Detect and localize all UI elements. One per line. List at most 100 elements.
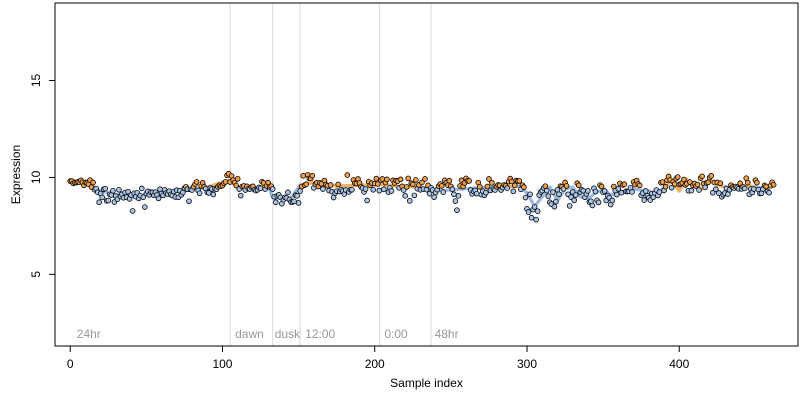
data-point-303 <box>528 214 535 221</box>
data-point-427 <box>717 180 724 187</box>
data-point-226 <box>411 192 418 199</box>
data-point-291 <box>510 188 517 195</box>
data-point-225 <box>409 181 416 188</box>
data-point-459 <box>766 189 772 196</box>
data-point-387 <box>656 189 663 195</box>
data-point-351 <box>601 188 608 194</box>
data-point-345 <box>592 188 599 195</box>
data-point-318 <box>551 203 558 210</box>
data-point-391 <box>662 183 669 190</box>
data-point-222 <box>405 175 412 182</box>
data-point-378 <box>642 188 649 194</box>
data-point-201 <box>373 175 380 182</box>
data-point-220 <box>402 193 408 199</box>
plot-frame <box>54 2 799 347</box>
data-point-171 <box>327 182 334 188</box>
trend-segment-34 <box>571 185 582 199</box>
data-point-313 <box>543 187 550 194</box>
segment-label-3: 12:00 <box>305 327 335 341</box>
data-point-306 <box>533 216 539 223</box>
x-axis-title: Sample index <box>390 376 463 390</box>
trend-segment-15 <box>289 183 302 200</box>
data-point-25 <box>105 197 112 204</box>
data-point-231 <box>419 179 425 186</box>
data-point-252 <box>451 191 457 198</box>
data-point-422 <box>709 189 716 196</box>
data-point-317 <box>550 189 556 195</box>
data-point-349 <box>598 183 605 190</box>
data-point-249 <box>446 177 453 184</box>
data-points <box>67 170 777 223</box>
data-point-85 <box>196 190 203 197</box>
data-point-202 <box>374 181 381 187</box>
data-point-78 <box>186 198 192 205</box>
data-point-359 <box>614 191 620 198</box>
data-point-377 <box>641 197 648 203</box>
data-point-94 <box>210 191 217 198</box>
x-tick-label-3: 300 <box>517 357 537 371</box>
data-point-443 <box>741 185 748 192</box>
data-point-48 <box>140 194 147 200</box>
data-point-203 <box>376 187 383 194</box>
y-tick-label-1: 10 <box>29 170 43 184</box>
data-point-153 <box>300 173 306 179</box>
data-point-195 <box>364 197 370 204</box>
data-point-334 <box>575 182 582 189</box>
data-point-269 <box>476 184 483 190</box>
x-tick-label-2: 200 <box>365 357 385 371</box>
data-point-321 <box>556 191 562 198</box>
data-point-149 <box>294 193 300 199</box>
data-point-305 <box>531 204 538 210</box>
data-point-275 <box>486 176 492 182</box>
data-point-424 <box>712 186 719 193</box>
data-point-21 <box>99 194 105 201</box>
data-point-292 <box>512 182 518 189</box>
data-point-362 <box>618 189 625 196</box>
data-point-277 <box>489 180 495 186</box>
data-point-347 <box>595 199 602 206</box>
data-point-110 <box>234 175 241 182</box>
data-point-314 <box>545 193 552 200</box>
data-point-399 <box>674 174 681 180</box>
x-tick-label-0: 0 <box>67 357 74 371</box>
data-point-419 <box>705 179 711 186</box>
data-point-421 <box>708 173 715 179</box>
data-point-254 <box>454 207 460 213</box>
data-point-32 <box>116 187 122 193</box>
data-point-251 <box>449 186 456 193</box>
data-point-413 <box>696 187 702 193</box>
data-point-457 <box>763 183 769 190</box>
data-point-267 <box>473 190 480 197</box>
data-point-255 <box>455 193 462 199</box>
data-point-143 <box>285 189 291 196</box>
data-point-176 <box>335 181 341 188</box>
data-point-58 <box>155 195 162 202</box>
data-point-112 <box>237 192 244 199</box>
data-point-415 <box>699 173 705 180</box>
data-point-332 <box>572 192 579 198</box>
data-point-23 <box>102 185 109 192</box>
data-point-109 <box>233 182 239 189</box>
data-point-374 <box>636 182 643 189</box>
data-point-389 <box>659 179 666 185</box>
segment-label-1: dawn <box>235 327 264 341</box>
data-point-449 <box>751 186 757 192</box>
data-point-102 <box>222 179 229 185</box>
data-point-356 <box>609 197 616 204</box>
data-point-397 <box>671 181 678 187</box>
data-point-194 <box>362 186 369 192</box>
data-point-125 <box>257 185 264 192</box>
data-point-19 <box>96 199 102 206</box>
segment-boundary-lines <box>229 3 432 346</box>
data-point-147 <box>291 198 297 205</box>
x-tick-label-1: 100 <box>212 357 232 371</box>
data-point-340 <box>585 188 591 194</box>
segment-labels: 24hr dawn dusk 12:00 0:00 48hr <box>77 327 459 341</box>
data-point-412 <box>694 181 701 188</box>
data-point-166 <box>320 186 326 192</box>
data-point-227 <box>413 177 419 183</box>
data-point-28 <box>110 187 116 194</box>
data-point-440 <box>737 180 743 187</box>
data-point-159 <box>309 172 316 179</box>
